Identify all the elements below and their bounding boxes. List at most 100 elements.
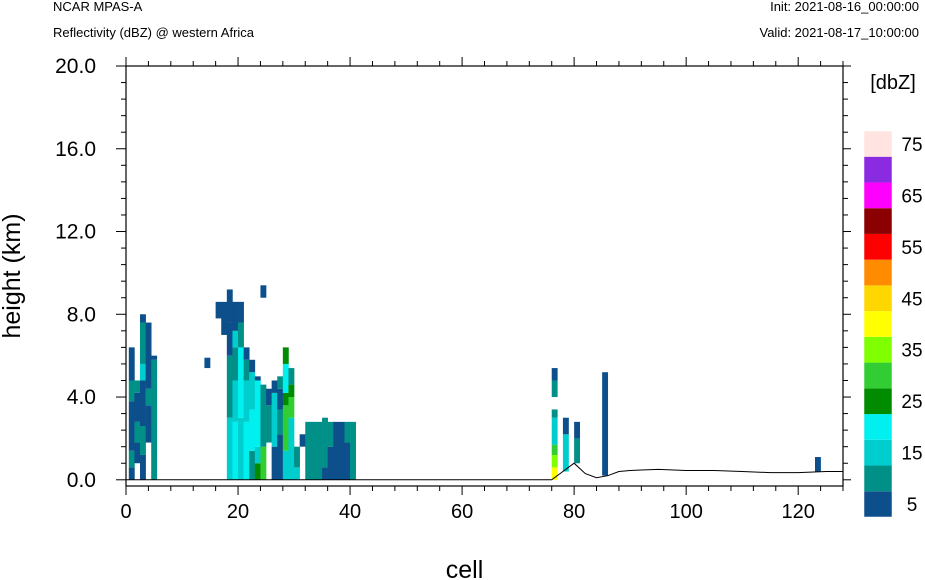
y-tick-label: 16.0	[55, 138, 96, 161]
x-tick-label: 60	[451, 501, 473, 523]
reflectivity-cell	[282, 392, 289, 406]
model-title: NCAR MPAS-A	[53, 0, 143, 14]
colorbar-swatch	[864, 414, 892, 440]
reflectivity-cell	[221, 301, 228, 335]
reflectivity-cell	[574, 438, 581, 464]
reflectivity-cell	[551, 454, 558, 468]
reflectivity-cell	[288, 417, 295, 480]
reflectivity-cell	[277, 434, 284, 480]
reflectivity-cell	[128, 450, 135, 468]
reflectivity-cell	[145, 405, 152, 443]
reflectivity-cell	[327, 446, 334, 480]
reflectivity-cell	[232, 347, 239, 381]
reflectivity-cell	[232, 380, 239, 422]
reflectivity-cell	[204, 357, 211, 369]
reflectivity-cell	[551, 368, 558, 381]
init-time: Init: 2021-08-16_00:00:00	[770, 0, 919, 14]
reflectivity-cell	[266, 405, 272, 443]
reflectivity-cell	[350, 421, 356, 480]
reflectivity-cell	[140, 454, 146, 480]
colorbar-swatch	[864, 336, 892, 363]
colorbar-label: 25	[901, 392, 922, 413]
x-tick-label: 20	[227, 501, 249, 523]
reflectivity-cell	[249, 372, 256, 410]
reflectivity-cell	[333, 421, 340, 480]
reflectivity-cell	[226, 355, 233, 418]
reflectivity-cell	[271, 392, 278, 447]
reflectivity-cell	[249, 450, 256, 480]
reflectivity-cell	[327, 421, 334, 447]
reflectivity-cell	[145, 322, 152, 389]
reflectivity-cell	[140, 426, 146, 455]
y-tick-label: 12.0	[55, 221, 96, 244]
x-axis-label: cell	[446, 556, 484, 580]
reflectivity-cell	[254, 376, 261, 381]
reflectivity-cell	[260, 285, 267, 298]
reflectivity-cell	[305, 421, 312, 480]
reflectivity-cell	[294, 446, 300, 468]
colorbar-swatch	[864, 388, 892, 415]
reflectivity-cell	[322, 467, 328, 480]
reflectivity-cell	[288, 397, 295, 418]
colorbar-swatch	[864, 233, 892, 260]
reflectivity-cell	[551, 409, 558, 418]
colorbar-swatch	[864, 311, 892, 337]
reflectivity-cell	[243, 380, 250, 422]
reflectivity-cell	[128, 347, 135, 381]
valid-time: Valid: 2021-08-17_10:00:00	[759, 25, 920, 40]
x-tick-label: 120	[782, 501, 815, 523]
field-title: Reflectivity (dBZ) @ western Africa	[53, 25, 255, 40]
reflectivity-cell	[282, 347, 289, 364]
reflectivity-cell	[249, 409, 256, 451]
colorbar-swatch	[864, 131, 892, 157]
colorbar-frame	[863, 130, 893, 518]
x-tick-label: 0	[120, 501, 131, 523]
y-axis-label: height (km)	[0, 213, 26, 338]
reflectivity-cell	[226, 417, 233, 480]
reflectivity-cell	[249, 359, 256, 373]
colorbar-label: 35	[901, 341, 922, 362]
reflectivity-cell	[140, 322, 146, 364]
reflectivity-cell	[215, 301, 222, 319]
reflectivity-cell	[602, 372, 609, 476]
reflectivity-cell	[254, 463, 261, 480]
reflectivity-cell	[243, 347, 250, 360]
reflectivity-cell	[238, 417, 244, 480]
x-tick-label: 100	[669, 501, 702, 523]
y-tick-label: 20.0	[55, 55, 96, 78]
x-tick-label: 80	[563, 501, 585, 523]
reflectivity-cell	[226, 322, 233, 356]
colorbar-swatch	[864, 491, 892, 517]
reflectivity-cell	[254, 380, 261, 447]
reflectivity-cell	[277, 376, 284, 389]
reflectivity-cell	[277, 388, 284, 410]
reflectivity-cell	[232, 421, 239, 480]
reflectivity-cell	[288, 384, 295, 398]
colorbar-label: 15	[901, 444, 922, 465]
reflectivity-cell	[574, 421, 581, 439]
reflectivity-cell	[134, 421, 141, 443]
reflectivity-cell	[128, 467, 135, 480]
reflectivity-cell	[145, 388, 152, 406]
reflectivity-cell	[338, 421, 345, 480]
y-tick-label: 8.0	[67, 303, 96, 326]
reflectivity-cell	[551, 417, 558, 445]
reflectivity-cell	[288, 368, 295, 385]
reflectivity-cell	[128, 401, 135, 451]
reflectivity-cell	[277, 409, 284, 435]
reflectivity-cell	[282, 450, 289, 480]
colorbar-swatch	[864, 259, 892, 286]
terrain-line	[126, 462, 843, 481]
reflectivity-cell	[551, 467, 558, 480]
y-tick-label: 0.0	[67, 469, 96, 492]
colorbar-swatch	[864, 208, 892, 234]
reflectivity-cell	[282, 405, 289, 451]
colorbar-swatch	[864, 156, 892, 183]
reflectivity-cell	[243, 359, 250, 381]
reflectivity-cell	[238, 322, 244, 348]
reflectivity-cell	[814, 457, 821, 472]
reflectivity-cell	[299, 434, 306, 447]
reflectivity-cell	[232, 301, 239, 331]
reflectivity-cell	[128, 380, 135, 402]
